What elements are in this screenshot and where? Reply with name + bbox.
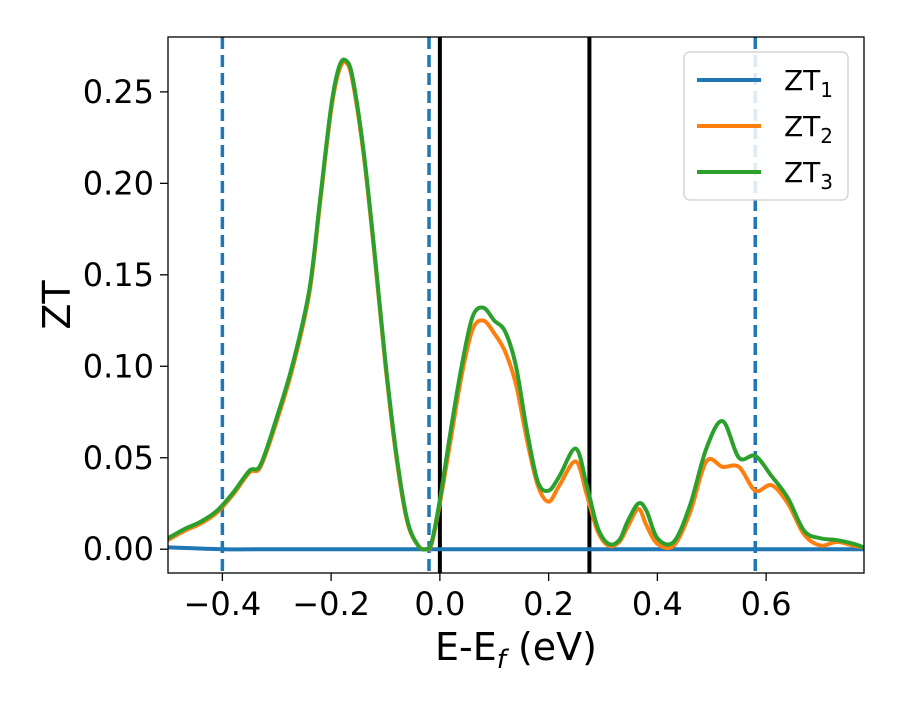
x-tick-label: −0.2 bbox=[292, 585, 370, 623]
reference-lines bbox=[220, 37, 757, 573]
y-tick-label: 0.15 bbox=[83, 256, 154, 294]
series-lines bbox=[168, 57, 864, 552]
x-axis-label-main: E-E bbox=[435, 625, 497, 669]
x-tick-label: −0.4 bbox=[184, 585, 262, 623]
x-tick-label: 0.0 bbox=[414, 585, 465, 623]
x-tick-label: 0.4 bbox=[632, 585, 683, 623]
legend-label-zt-1: ZT1 bbox=[784, 64, 833, 102]
x-axis-ticks: −0.4 −0.2 0.0 0.2 0.4 0.6 bbox=[184, 573, 792, 623]
x-tick-label: 0.6 bbox=[741, 585, 792, 623]
y-axis-label: ZT bbox=[35, 280, 79, 330]
y-tick-label: 0.25 bbox=[83, 73, 154, 111]
x-tick-label: 0.2 bbox=[523, 585, 574, 623]
y-tick-label: 0.10 bbox=[83, 347, 154, 385]
y-tick-label: 0.05 bbox=[83, 439, 154, 477]
y-axis-ticks: 0.00 0.05 0.10 0.15 0.20 0.25 bbox=[83, 73, 168, 568]
y-tick-label: 0.00 bbox=[83, 530, 154, 568]
legend-box bbox=[683, 51, 849, 201]
plot-frame bbox=[167, 36, 865, 574]
x-axis-label-unit: (eV) bbox=[506, 625, 597, 669]
series-line-zt-1 bbox=[168, 545, 864, 552]
legend-label-zt-3: ZT3 bbox=[784, 156, 833, 194]
series-line-zt-3 bbox=[168, 57, 864, 552]
y-tick-label: 0.20 bbox=[83, 164, 154, 202]
legend: ZT1 ZT2 ZT3 bbox=[683, 51, 849, 201]
x-axis-label: E-Ef (eV) bbox=[435, 625, 597, 675]
legend-label-zt-2: ZT2 bbox=[784, 110, 833, 148]
